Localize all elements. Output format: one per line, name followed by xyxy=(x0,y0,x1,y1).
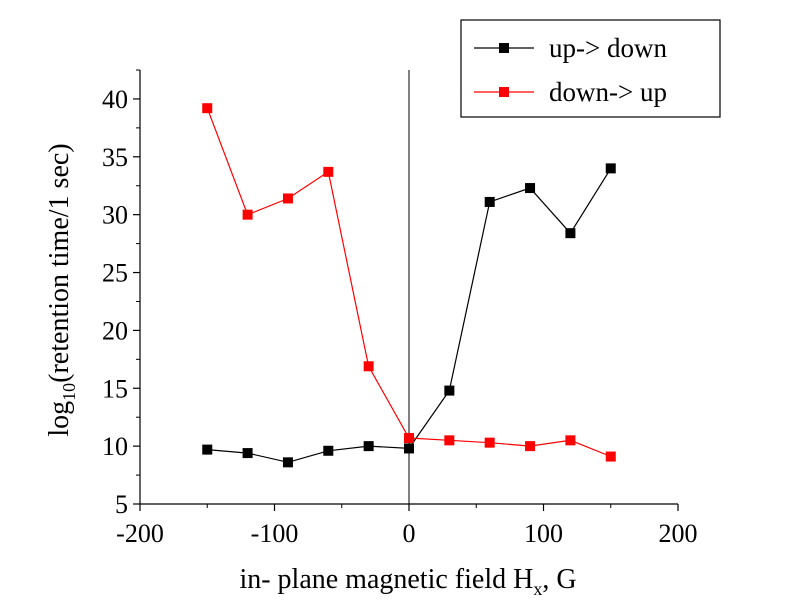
data-point-down-up xyxy=(484,437,495,448)
legend-marker-down-up xyxy=(499,87,509,97)
data-point-down-up xyxy=(363,361,374,372)
legend-marker-up-down xyxy=(499,43,509,53)
y-tick-label: 15 xyxy=(102,374,128,403)
x-axis-label-suffix: , G xyxy=(542,564,576,595)
data-point-up-down xyxy=(323,445,334,456)
y-tick-label: 25 xyxy=(102,259,128,288)
data-point-up-down xyxy=(565,228,576,239)
data-point-down-up xyxy=(605,451,616,462)
data-point-down-up xyxy=(242,209,253,220)
y-axis-label-suffix: (retention time/1 sec) xyxy=(44,143,75,382)
x-tick-label: 0 xyxy=(403,519,416,548)
y-tick-label: 35 xyxy=(102,143,128,172)
x-tick-label: -200 xyxy=(116,519,164,548)
data-point-up-down xyxy=(282,457,293,468)
y-tick-label: 20 xyxy=(102,316,128,345)
data-point-up-down xyxy=(404,443,414,454)
data-point-up-down xyxy=(525,183,536,194)
data-point-up-down xyxy=(202,444,213,455)
data-point-down-up xyxy=(404,433,414,444)
y-tick-label: 10 xyxy=(102,432,128,461)
legend: up-> down down-> up xyxy=(460,19,721,118)
data-point-up-down xyxy=(444,385,455,396)
legend-label-down-up: down-> up xyxy=(549,77,667,107)
data-point-down-up xyxy=(525,441,536,452)
x-axis-label-subscript: x xyxy=(533,579,542,599)
data-point-up-down xyxy=(605,163,616,174)
series xyxy=(202,103,616,468)
data-point-up-down xyxy=(484,196,495,207)
data-point-up-down xyxy=(363,441,374,452)
x-tick-label: 200 xyxy=(659,519,698,548)
x-axis-label: in- plane magnetic field Hx, G xyxy=(239,564,576,599)
data-point-down-up xyxy=(282,193,293,204)
y-axis-label: log10(retention time/1 sec) xyxy=(44,143,79,436)
y-axis-label-prefix: log xyxy=(44,401,75,437)
data-point-down-up xyxy=(565,435,576,446)
x-axis-label-main: in- plane magnetic field H xyxy=(239,564,533,595)
y-tick-label: 5 xyxy=(115,490,128,519)
data-point-down-up xyxy=(444,435,455,446)
x-tick-label: -100 xyxy=(251,519,299,548)
y-tick-label: 30 xyxy=(102,201,128,230)
x-tick-label: 100 xyxy=(524,519,563,548)
y-axis-label-subscript: 10 xyxy=(59,383,79,401)
data-point-down-up xyxy=(202,103,213,114)
legend-box xyxy=(460,19,721,118)
y-tick-label: 40 xyxy=(102,85,128,114)
data-point-up-down xyxy=(242,448,253,459)
data-point-down-up xyxy=(323,166,334,177)
legend-label-up-down: up-> down xyxy=(549,33,667,63)
ticks: -200 -100 0 100 200 5 10 15 20 25 30 35 40 xyxy=(102,69,698,548)
